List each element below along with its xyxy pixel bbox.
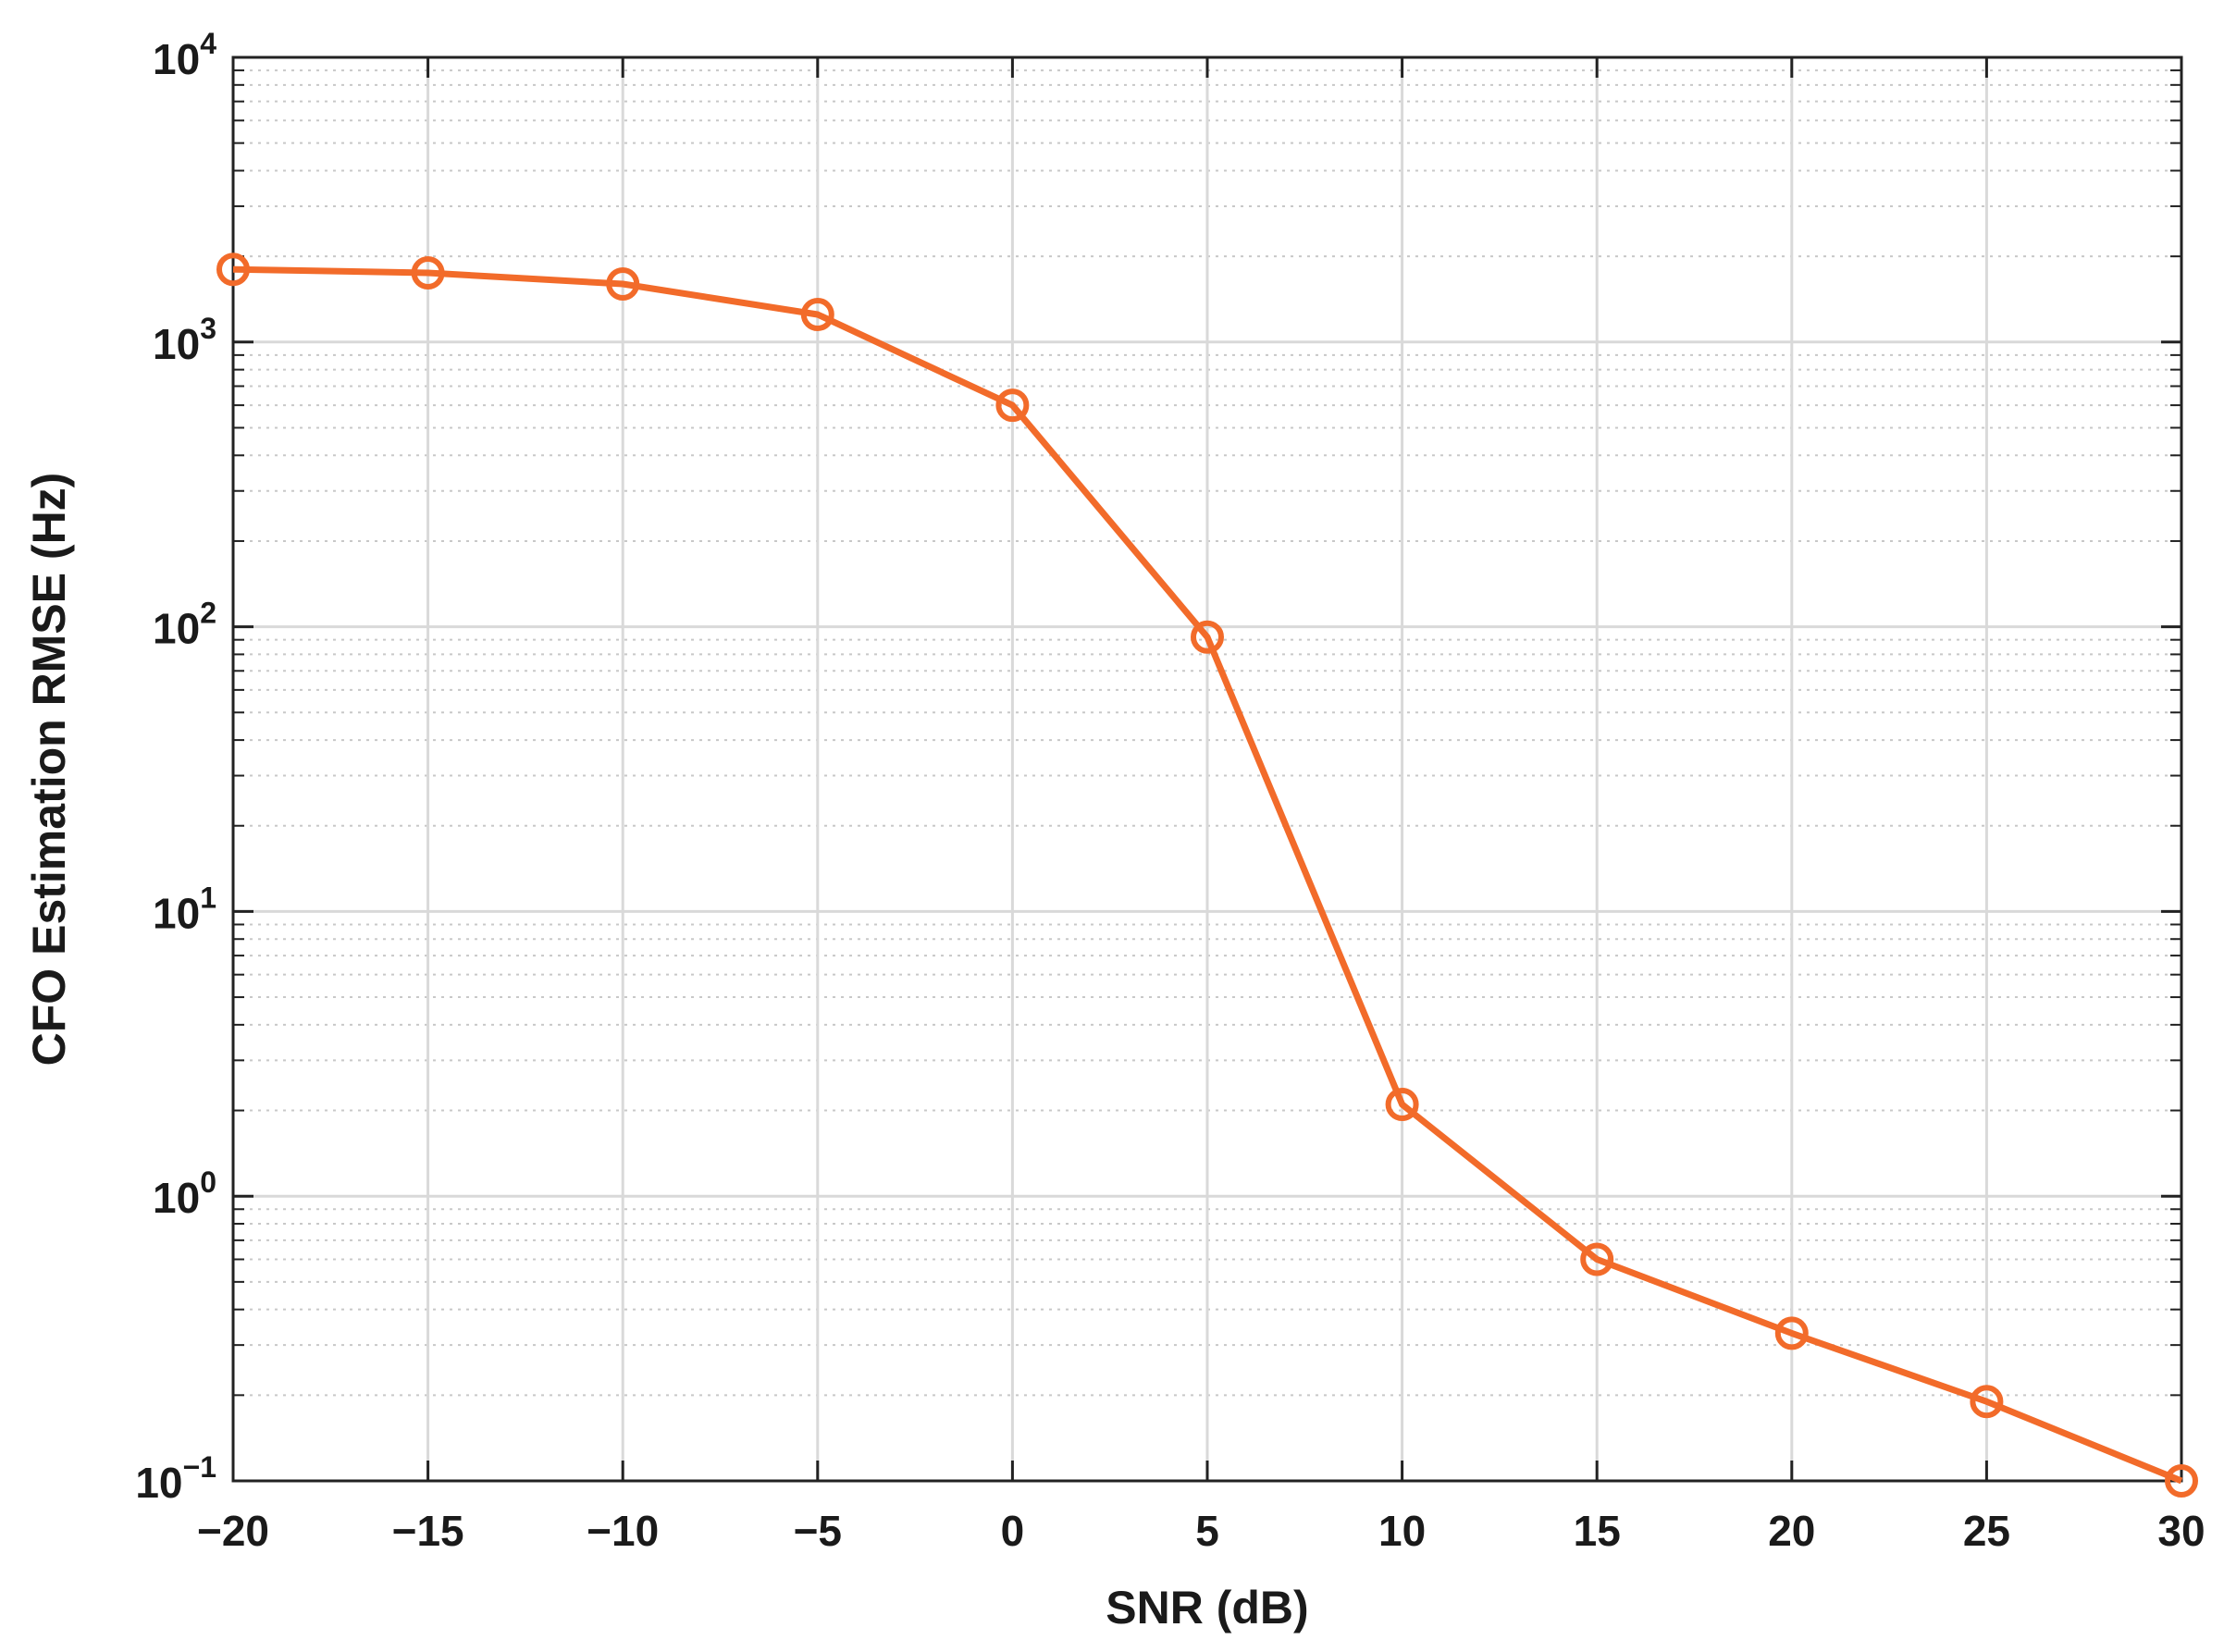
x-tick-label: 0 (1001, 1507, 1025, 1555)
x-tick-label: −5 (794, 1507, 842, 1555)
data-point-marker (2165, 1464, 2198, 1498)
data-point-marker (1774, 1316, 1809, 1350)
x-tick-label: 5 (1195, 1507, 1219, 1555)
series-group (216, 253, 2198, 1498)
data-point-marker (216, 253, 250, 287)
y-tick-label: 102 (153, 597, 216, 653)
major-grid (231, 55, 2183, 1483)
x-tick-label: 10 (1378, 1507, 1426, 1555)
x-tick-label: 20 (1768, 1507, 1815, 1555)
x-tick-label: 30 (2157, 1507, 2205, 1555)
data-point-marker (1580, 1242, 1614, 1276)
data-point-marker (800, 297, 834, 331)
y-tick-label: 104 (153, 27, 216, 83)
y-tick-label: 100 (153, 1165, 216, 1222)
data-point-marker (995, 388, 1030, 423)
x-axis-label: SNR (dB) (1106, 1582, 1308, 1634)
data-point-marker (606, 266, 640, 301)
y-tick-labels: 10−1 100 101 102 103 104 (135, 27, 216, 1507)
data-point-marker (1970, 1385, 2004, 1419)
series-line (232, 265, 2183, 1485)
x-tick-label: −15 (392, 1507, 464, 1555)
x-tick-label: 15 (1574, 1507, 1621, 1555)
x-tick-label: −20 (197, 1507, 269, 1555)
data-point-marker (1191, 620, 1224, 654)
y-axis-label: CFO Estimation RMSE (Hz) (23, 473, 75, 1066)
y-tick-label: 103 (153, 312, 216, 368)
x-tick-label: −10 (587, 1507, 659, 1555)
data-point-marker (411, 255, 445, 290)
y-tick-label: 101 (153, 881, 216, 937)
x-tick-labels: −20 −15 −10 −5 0 5 10 15 20 25 30 (197, 1507, 2205, 1555)
data-point-marker (1385, 1088, 1419, 1122)
y-tick-label: 10−1 (135, 1450, 216, 1507)
x-tick-label: 25 (1963, 1507, 2010, 1555)
